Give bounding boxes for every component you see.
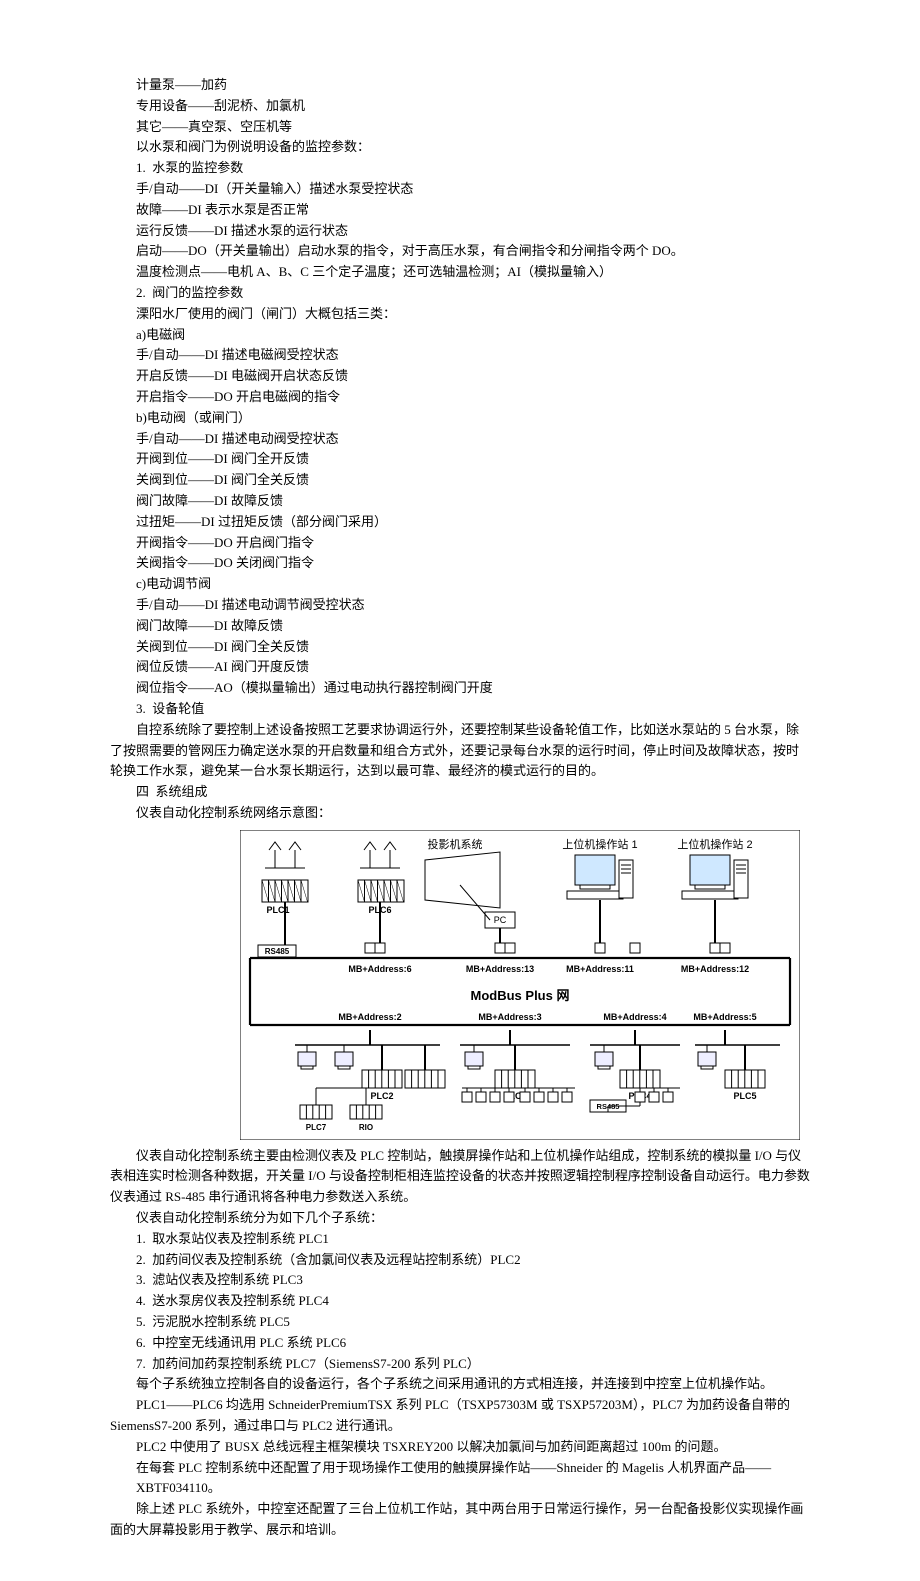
document-body-bottom: 仪表自动化控制系统主要由检测仪表及 PLC 控制站，触摸屏操作站和上位机操作站组…	[110, 1146, 810, 1541]
text-line: c)电动调节阀	[110, 574, 810, 595]
text-line: 仪表自动化控制系统主要由检测仪表及 PLC 控制站，触摸屏操作站和上位机操作站组…	[110, 1146, 810, 1208]
text-line: 手/自动——DI（开关量输入）描述水泵受控状态	[110, 179, 810, 200]
text-line: b)电动阀（或闸门）	[110, 408, 810, 429]
text-line: 关阀指令——DO 关闭阀门指令	[110, 553, 810, 574]
network-diagram: 投影机系统PC上位机操作站 1上位机操作站 2PLC1PLC6RS485MB+A…	[240, 830, 800, 1140]
text-line: 6. 中控室无线通讯用 PLC 系统 PLC6	[110, 1333, 810, 1354]
svg-text:MB+Address:3: MB+Address:3	[478, 1012, 541, 1022]
text-line: 手/自动——DI 描述电磁阀受控状态	[110, 345, 810, 366]
svg-text:PLC1: PLC1	[266, 905, 289, 915]
text-line: 开阀到位——DI 阀门全开反馈	[110, 449, 810, 470]
text-line: 溧阳水厂使用的阀门（闸门）大概包括三类：	[110, 304, 810, 325]
text-line: 计量泵——加药	[110, 75, 810, 96]
text-line: 关阀到位——DI 阀门全关反馈	[110, 470, 810, 491]
text-line: 4. 送水泵房仪表及控制系统 PLC4	[110, 1291, 810, 1312]
text-line: 过扭矩——DI 过扭矩反馈（部分阀门采用）	[110, 512, 810, 533]
svg-text:PC: PC	[494, 915, 507, 925]
svg-text:RIO: RIO	[359, 1123, 373, 1132]
text-line: 在每套 PLC 控制系统中还配置了用于现场操作工使用的触摸屏操作站——Shnei…	[110, 1458, 810, 1500]
text-line: 3. 设备轮值	[110, 699, 810, 720]
text-line: 手/自动——DI 描述电动调节阀受控状态	[110, 595, 810, 616]
text-line: 其它——真空泵、空压机等	[110, 117, 810, 138]
text-line: 阀门故障——DI 故障反馈	[110, 616, 810, 637]
text-line: 温度检测点——电机 A、B、C 三个定子温度；还可选轴温检测；AI（模拟量输入）	[110, 262, 810, 283]
document-body-top: 计量泵——加药专用设备——刮泥桥、加氯机其它——真空泵、空压机等以水泵和阀门为例…	[110, 75, 810, 824]
text-line: 四 系统组成	[110, 782, 810, 803]
text-line: 阀位指令——AO（模拟量输出）通过电动执行器控制阀门开度	[110, 678, 810, 699]
text-line: 开启反馈——DI 电磁阀开启状态反馈	[110, 366, 810, 387]
svg-text:MB+Address:6: MB+Address:6	[348, 964, 411, 974]
text-line: 1. 水泵的监控参数	[110, 158, 810, 179]
svg-text:ModBus Plus 网: ModBus Plus 网	[471, 988, 570, 1003]
svg-text:MB+Address:11: MB+Address:11	[566, 964, 634, 974]
svg-text:RS485: RS485	[265, 947, 290, 956]
text-line: 1. 取水泵站仪表及控制系统 PLC1	[110, 1229, 810, 1250]
text-line: 7. 加药间加药泵控制系统 PLC7（SiemensS7-200 系列 PLC）	[110, 1354, 810, 1375]
text-line: PLC2 中使用了 BUSX 总线远程主框架模块 TSXREY200 以解决加氯…	[110, 1437, 810, 1458]
svg-text:MB+Address:4: MB+Address:4	[603, 1012, 666, 1022]
text-line: a)电磁阀	[110, 325, 810, 346]
svg-text:MB+Address:5: MB+Address:5	[693, 1012, 756, 1022]
text-line: 自控系统除了要控制上述设备按照工艺要求协调运行外，还要控制某些设备轮值工作，比如…	[110, 720, 810, 782]
svg-text:PLC2: PLC2	[370, 1091, 393, 1101]
text-line: 手/自动——DI 描述电动阀受控状态	[110, 429, 810, 450]
svg-text:上位机操作站 1: 上位机操作站 1	[562, 837, 637, 851]
text-line: 除上述 PLC 系统外，中控室还配置了三台上位机工作站，其中两台用于日常运行操作…	[110, 1499, 810, 1541]
text-line: 3. 滤站仪表及控制系统 PLC3	[110, 1270, 810, 1291]
svg-text:MB+Address:2: MB+Address:2	[338, 1012, 401, 1022]
text-line: 以水泵和阀门为例说明设备的监控参数：	[110, 137, 810, 158]
svg-text:PLC5: PLC5	[733, 1091, 756, 1101]
text-line: 阀位反馈——AI 阀门开度反馈	[110, 657, 810, 678]
text-line: 阀门故障——DI 故障反馈	[110, 491, 810, 512]
text-line: 开启指令——DO 开启电磁阀的指令	[110, 387, 810, 408]
text-line: 开阀指令——DO 开启阀门指令	[110, 533, 810, 554]
text-line: 每个子系统独立控制各自的设备运行，各个子系统之间采用通讯的方式相连接，并连接到中…	[110, 1374, 810, 1395]
svg-text:上位机操作站 2: 上位机操作站 2	[677, 837, 752, 851]
text-line: 2. 加药间仪表及控制系统（含加氯间仪表及远程站控制系统）PLC2	[110, 1250, 810, 1271]
text-line: 运行反馈——DI 描述水泵的运行状态	[110, 221, 810, 242]
svg-text:MB+Address:12: MB+Address:12	[681, 964, 749, 974]
svg-text:投影机系统: 投影机系统	[428, 837, 483, 851]
text-line: 仪表自动化控制系统网络示意图：	[110, 803, 810, 824]
svg-text:PLC7: PLC7	[306, 1123, 327, 1132]
text-line: 启动——DO（开关量输出）启动水泵的指令，对于高压水泵，有合闸指令和分闸指令两个…	[110, 241, 810, 262]
text-line: PLC1——PLC6 均选用 SchneiderPremiumTSX 系列 PL…	[110, 1395, 810, 1437]
text-line: 专用设备——刮泥桥、加氯机	[110, 96, 810, 117]
text-line: 故障——DI 表示水泵是否正常	[110, 200, 810, 221]
text-line: 关阀到位——DI 阀门全关反馈	[110, 637, 810, 658]
text-line: 5. 污泥脱水控制系统 PLC5	[110, 1312, 810, 1333]
text-line: 2. 阀门的监控参数	[110, 283, 810, 304]
text-line: 仪表自动化控制系统分为如下几个子系统：	[110, 1208, 810, 1229]
svg-text:MB+Address:13: MB+Address:13	[466, 964, 534, 974]
